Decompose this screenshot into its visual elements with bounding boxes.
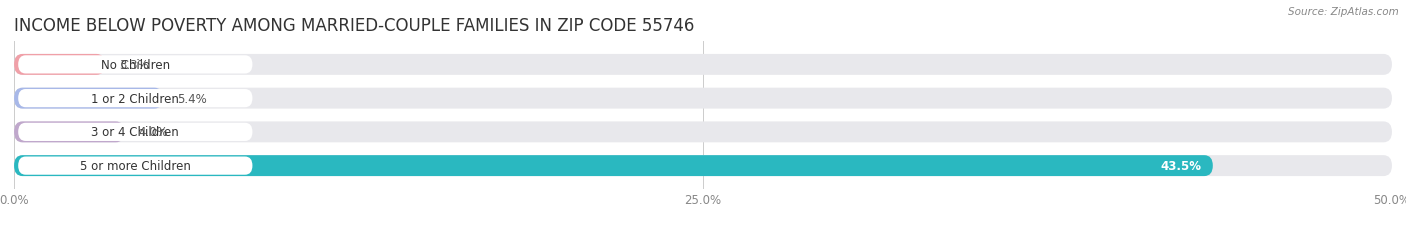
FancyBboxPatch shape xyxy=(14,155,1392,176)
FancyBboxPatch shape xyxy=(18,123,253,141)
Text: INCOME BELOW POVERTY AMONG MARRIED-COUPLE FAMILIES IN ZIP CODE 55746: INCOME BELOW POVERTY AMONG MARRIED-COUPL… xyxy=(14,17,695,34)
FancyBboxPatch shape xyxy=(14,55,1392,76)
FancyBboxPatch shape xyxy=(14,122,124,143)
Text: Source: ZipAtlas.com: Source: ZipAtlas.com xyxy=(1288,7,1399,17)
Text: 5 or more Children: 5 or more Children xyxy=(80,159,191,172)
FancyBboxPatch shape xyxy=(18,56,253,74)
FancyBboxPatch shape xyxy=(18,90,253,108)
Text: 5.4%: 5.4% xyxy=(177,92,207,105)
Text: 4.0%: 4.0% xyxy=(138,126,167,139)
FancyBboxPatch shape xyxy=(14,88,1392,109)
Text: 43.5%: 43.5% xyxy=(1161,159,1202,172)
FancyBboxPatch shape xyxy=(14,155,1213,176)
FancyBboxPatch shape xyxy=(14,55,105,76)
Text: 3 or 4 Children: 3 or 4 Children xyxy=(91,126,179,139)
FancyBboxPatch shape xyxy=(18,157,253,175)
Text: No Children: No Children xyxy=(101,59,170,72)
Text: 1 or 2 Children: 1 or 2 Children xyxy=(91,92,179,105)
FancyBboxPatch shape xyxy=(14,122,1392,143)
FancyBboxPatch shape xyxy=(14,88,163,109)
Text: 3.3%: 3.3% xyxy=(118,59,149,72)
